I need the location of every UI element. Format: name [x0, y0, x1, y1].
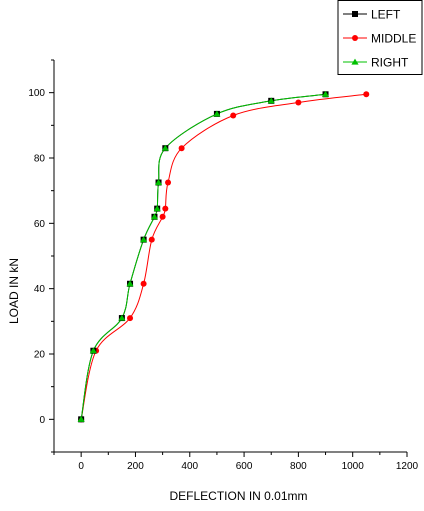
- x-tick-label: 0: [78, 461, 84, 472]
- x-tick-label: 400: [181, 461, 198, 472]
- point-middle: [230, 112, 237, 119]
- curve-middle: [80, 93, 367, 420]
- x-tick-label: 800: [290, 461, 307, 472]
- x-tick-label: 200: [127, 461, 144, 472]
- point-middle: [162, 205, 169, 212]
- y-tick-label: 40: [34, 284, 46, 295]
- y-tick-label: 60: [34, 219, 46, 230]
- legend-marker: [352, 35, 358, 41]
- point-middle: [159, 213, 166, 220]
- y-tick-label: 0: [39, 415, 45, 426]
- y-tick-label: 100: [28, 88, 45, 99]
- point-middle: [178, 145, 185, 152]
- y-tick-label: 80: [34, 154, 46, 165]
- point-right: [140, 236, 148, 243]
- data-points: [77, 90, 370, 423]
- point-right: [154, 179, 163, 186]
- point-middle: [148, 236, 155, 243]
- x-tick-label: 600: [236, 461, 253, 472]
- legend-label: MIDDLE: [371, 32, 416, 46]
- point-middle: [140, 280, 147, 287]
- point-right: [77, 415, 85, 422]
- fit-curves: [80, 93, 367, 420]
- legend-label: LEFT: [371, 8, 401, 22]
- curve-right: [80, 93, 326, 420]
- point-right: [161, 144, 169, 151]
- y-axis-title: LOAD IN kN: [7, 258, 21, 324]
- point-right: [267, 97, 275, 104]
- point-right: [150, 213, 159, 220]
- legend: LEFT MIDDLE RIGHT: [337, 0, 423, 75]
- point-right: [89, 347, 97, 354]
- x-tick-label: 1000: [342, 461, 365, 472]
- legend-marker: [352, 11, 358, 17]
- point-right: [118, 314, 126, 321]
- point-middle: [295, 99, 302, 106]
- point-middle: [165, 179, 172, 186]
- axes: 0 200 400 600 800 1000 1200 0 20 40 60 80 100: [28, 59, 419, 472]
- point-right: [126, 280, 134, 287]
- x-axis-title: DEFLECTION IN 0.01mm: [169, 489, 307, 503]
- legend-marker: [351, 58, 359, 65]
- curve-left: [80, 93, 326, 420]
- x-tick-label: 1200: [396, 461, 419, 472]
- point-right: [153, 205, 161, 212]
- point-middle: [363, 91, 370, 98]
- y-tick-label: 20: [34, 350, 46, 361]
- point-right: [213, 110, 221, 117]
- point-middle: [127, 315, 134, 322]
- legend-label: RIGHT: [371, 56, 409, 70]
- point-right: [321, 90, 330, 97]
